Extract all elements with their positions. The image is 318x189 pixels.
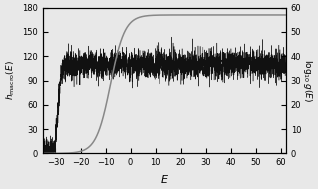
Y-axis label: $h_\mathrm{macro}(E)$: $h_\mathrm{macro}(E)$ (4, 61, 17, 100)
X-axis label: $E$: $E$ (160, 173, 169, 185)
Y-axis label: $\log_{10} g(E)$: $\log_{10} g(E)$ (301, 59, 314, 102)
